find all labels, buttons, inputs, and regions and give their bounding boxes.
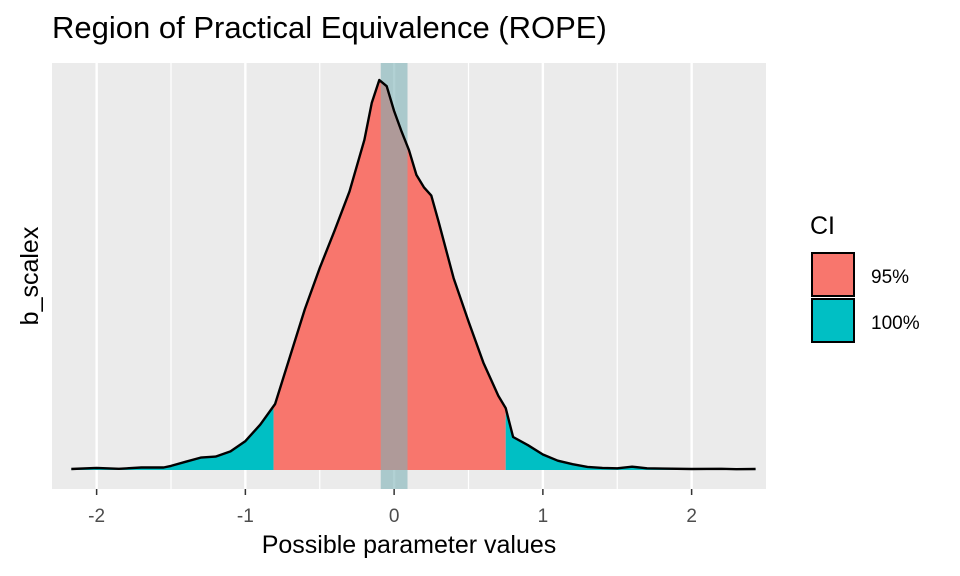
x-tick-label: -2 [88,506,105,527]
chart-title: Region of Practical Equivalence (ROPE) [52,10,607,45]
ci100-area-left [71,406,274,470]
x-tick-label: 2 [686,506,697,527]
y-axis-title: b_scalex [16,226,44,325]
density-curve-group [71,78,756,471]
x-axis-title: Possible parameter values [262,531,557,559]
legend-swatch-95 [811,252,855,297]
density-curve [71,78,756,471]
x-tick-label: 1 [538,506,549,527]
legend-label-95: 95% [871,267,909,288]
rope-band-group [380,63,408,489]
x-axis: -2 -1 0 1 2 [88,489,697,527]
legend-swatch-100 [811,298,855,343]
x-tick-label: 0 [389,506,400,527]
x-tick-label: -1 [237,506,254,527]
legend-label-100: 100% [871,313,920,334]
legend-title: CI [810,212,835,240]
rope-band [380,63,408,489]
ci100-area-right [505,408,756,470]
legend: CI 95% 100% [810,212,920,343]
